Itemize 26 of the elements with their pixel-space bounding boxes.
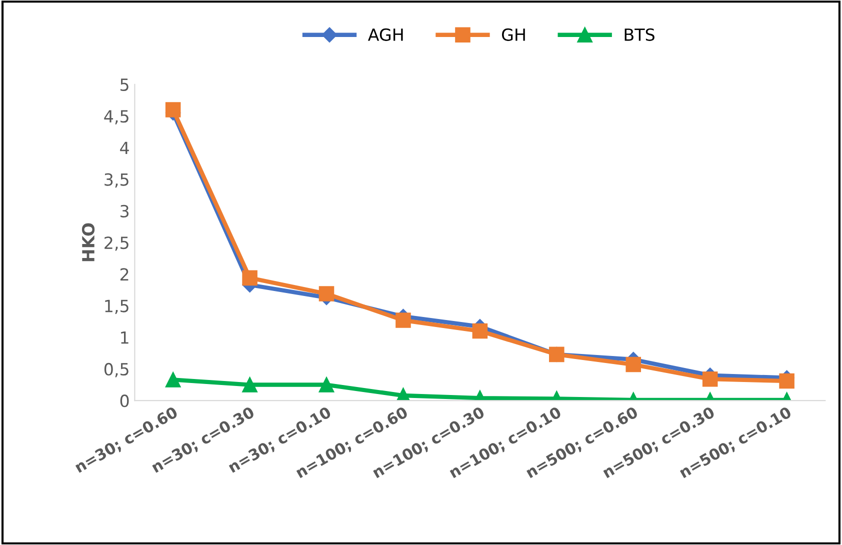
y-tick-label: 3,5 bbox=[104, 173, 128, 188]
point bbox=[165, 102, 181, 118]
y-axis-title: HKO bbox=[82, 223, 95, 262]
point bbox=[472, 323, 488, 339]
point bbox=[626, 356, 642, 372]
point bbox=[318, 377, 334, 392]
y-tick-label: 4 bbox=[120, 142, 129, 154]
y-tick-label: 2,5 bbox=[104, 236, 128, 251]
point bbox=[242, 377, 258, 392]
legend-label: BTS bbox=[624, 28, 654, 41]
legend-label: AGH bbox=[368, 28, 403, 41]
point bbox=[779, 373, 794, 389]
y-tick-label: 0 bbox=[120, 394, 129, 408]
y-tick-label: 0,5 bbox=[104, 362, 128, 378]
point bbox=[702, 371, 718, 387]
legend-label: GH bbox=[502, 28, 525, 41]
y-tick-label: 4,5 bbox=[104, 110, 128, 124]
y-tick-label: 2 bbox=[120, 268, 128, 280]
y-tick-label: 3 bbox=[120, 204, 129, 218]
point bbox=[165, 372, 181, 388]
y-tick-label: 5 bbox=[120, 78, 128, 92]
y-tick-label: 1 bbox=[121, 332, 128, 344]
point bbox=[318, 286, 334, 302]
point bbox=[242, 270, 258, 286]
point bbox=[396, 312, 411, 328]
y-tick-label: 1,5 bbox=[105, 300, 128, 314]
